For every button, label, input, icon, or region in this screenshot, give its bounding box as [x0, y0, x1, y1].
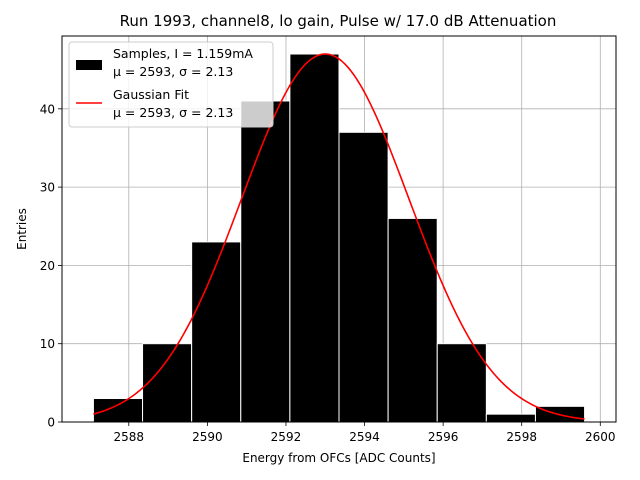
histogram-bar: [191, 241, 242, 423]
histogram-bar: [142, 343, 193, 423]
plot-frame: [61, 35, 617, 423]
legend-fit-label: Gaussian Fit: [113, 87, 189, 102]
legend-box: [68, 41, 274, 128]
legend-samples-label: Samples, I = 1.159mA: [113, 46, 253, 61]
y-tick-label: 0: [47, 416, 55, 430]
x-tick-label: 2594: [349, 430, 380, 444]
y-axis: 0 10 20 30 40: [40, 102, 62, 430]
histogram-bar: [387, 217, 438, 423]
legend-samples-swatch: [76, 60, 102, 70]
histogram-bar: [240, 100, 291, 423]
x-axis: 2588 2590 2592 2594 2596 2598 2600: [114, 422, 616, 444]
histogram-bar: [485, 413, 536, 423]
x-tick-label: 2590: [192, 430, 223, 444]
x-tick-label: 2592: [271, 430, 302, 444]
histogram-bars: [92, 53, 586, 423]
histogram-bar: [338, 131, 389, 423]
gaussian-fit: [93, 53, 585, 420]
legend-fit-stats: μ = 2593, σ = 2.13: [113, 105, 233, 120]
histogram-bar: [92, 398, 144, 423]
y-tick-label: 40: [40, 102, 55, 116]
histogram-bar: [436, 343, 487, 423]
chart-title: Run 1993, channel8, lo gain, Pulse w/ 17…: [120, 12, 557, 30]
y-tick-label: 30: [40, 181, 55, 195]
y-axis-label: Entries: [15, 208, 29, 250]
x-tick-label: 2596: [428, 430, 459, 444]
fit-curve: [93, 53, 585, 420]
y-tick-label: 20: [40, 259, 55, 273]
x-axis-label: Energy from OFCs [ADC Counts]: [242, 451, 435, 465]
y-tick-label: 10: [40, 337, 55, 351]
histogram-bar: [289, 53, 340, 423]
x-tick-label: 2588: [114, 430, 145, 444]
legend: Samples, I = 1.159mA μ = 2593, σ = 2.13 …: [68, 41, 274, 128]
legend-samples-stats: μ = 2593, σ = 2.13: [113, 64, 233, 79]
x-tick-label: 2600: [585, 430, 616, 444]
x-tick-label: 2598: [506, 430, 537, 444]
